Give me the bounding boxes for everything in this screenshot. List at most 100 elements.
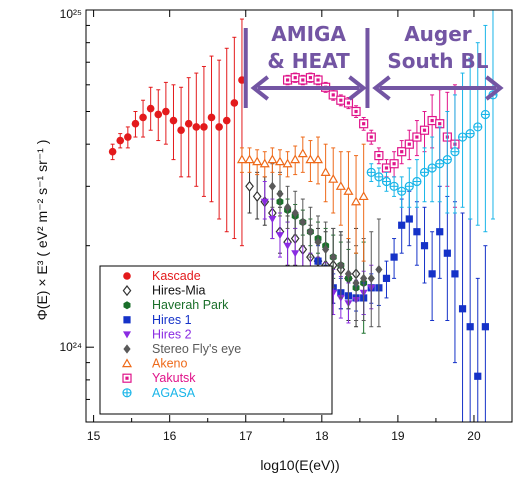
data-point bbox=[314, 237, 322, 247]
data-point bbox=[305, 154, 316, 164]
data-point bbox=[362, 122, 366, 126]
legend-label: AGASA bbox=[152, 386, 196, 400]
legend-label: Akeno bbox=[152, 357, 187, 371]
data-point bbox=[335, 181, 346, 190]
data-point bbox=[367, 273, 375, 283]
data-point bbox=[108, 147, 117, 156]
data-point bbox=[162, 107, 170, 116]
data-point bbox=[384, 166, 389, 170]
data-point bbox=[215, 123, 223, 131]
x-tick-label: 16 bbox=[163, 429, 177, 443]
data-point bbox=[382, 274, 391, 282]
legend-marker bbox=[123, 316, 131, 324]
data-point bbox=[275, 232, 284, 240]
data-point bbox=[154, 110, 163, 119]
data-point bbox=[200, 123, 208, 131]
data-point bbox=[162, 107, 170, 116]
data-point bbox=[451, 270, 459, 278]
data-point bbox=[465, 128, 475, 139]
data-point bbox=[343, 186, 354, 195]
data-point bbox=[291, 208, 299, 218]
data-point bbox=[404, 181, 414, 191]
data-point bbox=[322, 244, 330, 254]
data-point bbox=[267, 154, 278, 164]
data-point bbox=[236, 154, 247, 164]
data-point bbox=[438, 122, 442, 126]
data-point bbox=[442, 155, 452, 165]
legend-label: Stereo Fly's eye bbox=[152, 342, 241, 356]
data-point bbox=[283, 202, 292, 212]
series-agasa bbox=[366, 10, 498, 233]
data-point bbox=[331, 93, 335, 97]
annotation-line2: & HEAT bbox=[267, 49, 350, 73]
data-point bbox=[412, 176, 422, 187]
data-point bbox=[328, 173, 339, 183]
data-point bbox=[419, 167, 430, 177]
x-tick-label: 15 bbox=[87, 429, 101, 443]
data-point bbox=[435, 159, 445, 169]
data-point bbox=[397, 147, 407, 157]
data-point bbox=[131, 119, 140, 128]
data-point bbox=[252, 156, 263, 166]
data-point bbox=[236, 154, 247, 164]
data-point bbox=[374, 150, 384, 161]
data-point bbox=[305, 73, 316, 83]
data-point bbox=[297, 148, 308, 158]
data-point bbox=[293, 76, 297, 80]
arrowhead-right bbox=[485, 75, 504, 101]
data-point bbox=[466, 323, 474, 331]
data-point bbox=[428, 270, 436, 278]
data-point bbox=[245, 180, 254, 192]
data-point bbox=[268, 215, 277, 223]
data-point bbox=[291, 208, 299, 218]
data-point bbox=[375, 264, 383, 275]
data-point bbox=[260, 198, 269, 206]
data-point bbox=[154, 110, 163, 119]
data-point bbox=[291, 250, 300, 258]
axes: 15 16 17 18 19 20 10²⁴ 10²⁵ bbox=[60, 7, 481, 443]
data-point bbox=[382, 274, 391, 282]
data-point bbox=[276, 189, 284, 199]
data-point bbox=[336, 95, 346, 105]
legend-marker bbox=[123, 301, 131, 310]
data-point bbox=[329, 252, 337, 262]
data-point bbox=[290, 154, 301, 164]
data-point bbox=[252, 190, 262, 202]
annotations: AMIGA & HEAT Auger South BL bbox=[243, 22, 504, 108]
data-point bbox=[184, 119, 193, 128]
data-point bbox=[314, 237, 322, 247]
data-point bbox=[422, 128, 427, 132]
data-point bbox=[116, 136, 125, 145]
data-point bbox=[351, 106, 361, 117]
data-point bbox=[420, 242, 429, 250]
data-point bbox=[392, 162, 396, 166]
data-point bbox=[398, 221, 406, 229]
data-point bbox=[322, 244, 330, 254]
data-point bbox=[252, 190, 262, 202]
data-point bbox=[436, 228, 444, 236]
data-point bbox=[339, 98, 343, 102]
data-point bbox=[344, 269, 353, 279]
data-point bbox=[313, 75, 323, 85]
data-point bbox=[291, 250, 300, 258]
data-point bbox=[360, 273, 368, 283]
legend-marker bbox=[122, 388, 132, 398]
legend-marker bbox=[123, 316, 131, 324]
data-point bbox=[457, 132, 468, 142]
legend-label: Kascade bbox=[152, 269, 201, 283]
data-point bbox=[344, 269, 353, 279]
data-point bbox=[458, 305, 467, 313]
annotation-line1: AMIGA bbox=[271, 22, 346, 46]
data-point bbox=[116, 136, 125, 145]
data-point bbox=[397, 186, 407, 196]
data-point bbox=[407, 142, 411, 146]
data-point bbox=[405, 215, 413, 223]
data-point bbox=[244, 154, 255, 164]
data-point bbox=[377, 153, 381, 158]
data-point bbox=[415, 135, 419, 139]
data-point bbox=[427, 115, 437, 126]
data-point bbox=[108, 147, 117, 156]
data-point bbox=[131, 119, 140, 128]
data-point bbox=[428, 270, 436, 278]
